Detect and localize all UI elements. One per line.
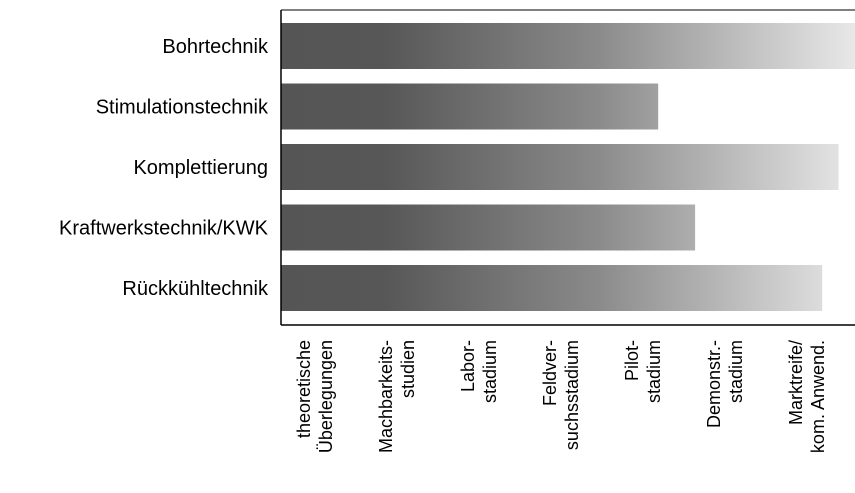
bar bbox=[281, 83, 659, 130]
stage-label-line: studien bbox=[398, 340, 418, 398]
stage-label-line: Feldver- bbox=[540, 340, 560, 406]
bar bbox=[281, 144, 839, 190]
bar bbox=[281, 23, 855, 69]
stage-label: Machbarkeits-studien bbox=[376, 340, 418, 453]
stage-label-line: Marktreife/ bbox=[786, 340, 806, 425]
category-label: Bohrtechnik bbox=[162, 36, 269, 58]
stage-label-line: stadium bbox=[644, 340, 664, 403]
stage-label-line: suchsstadium bbox=[562, 340, 582, 450]
stage-label: theoretische Überlegungen bbox=[294, 340, 336, 453]
category-label: Komplettierung bbox=[133, 157, 268, 179]
category-labels: Bohrtechnik Stimulationstechnik Komplettie… bbox=[59, 36, 269, 300]
stage-label: Demonstr.- stadium bbox=[704, 340, 746, 428]
bar bbox=[281, 265, 823, 311]
stage-label-line: stadium bbox=[480, 340, 500, 403]
stage-label-line: Überlegungen bbox=[316, 340, 336, 453]
stage-label-line: Pilot- bbox=[622, 340, 642, 381]
category-label: Kraftwerkstechnik/KWK bbox=[59, 218, 269, 240]
stage-label-line: Machbarkeits- bbox=[376, 340, 396, 453]
stage-label-line: theoretische bbox=[294, 340, 314, 438]
stage-label-line: Demonstr.- bbox=[704, 340, 724, 428]
stage-label: Pilot-stadium bbox=[622, 340, 664, 403]
category-label: Stimulationstechnik bbox=[96, 97, 269, 119]
stage-label-line: stadium bbox=[726, 340, 746, 403]
stage-label-line: Labor- bbox=[458, 340, 478, 392]
bar bbox=[281, 204, 696, 251]
category-label: Rückkühltechnik bbox=[122, 278, 269, 300]
stage-labels: theoretische Überlegungen Machbarkeits-stu… bbox=[294, 340, 828, 453]
stage-label: Labor-stadium bbox=[458, 340, 500, 403]
stage-label: Marktreife/kom. Anwend. bbox=[786, 340, 828, 453]
stage-label: Feldver-suchsstadium bbox=[540, 340, 582, 450]
bars-group bbox=[281, 23, 855, 311]
stage-label-line: kom. Anwend. bbox=[808, 340, 828, 453]
